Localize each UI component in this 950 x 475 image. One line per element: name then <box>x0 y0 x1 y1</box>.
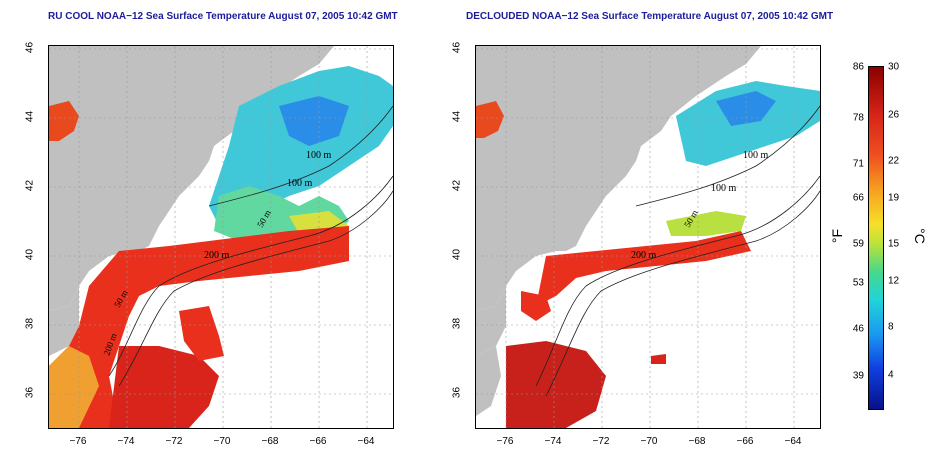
right-x-tick: −68 <box>688 436 706 447</box>
right-y-tick: 46 <box>451 41 463 54</box>
left-y-tick: 40 <box>24 248 36 261</box>
left-land <box>49 46 334 311</box>
right-y-tick: 40 <box>451 248 463 261</box>
left-y-tick: 46 <box>24 41 36 54</box>
right-map-canvas: 100 m 100 m 200 m 50 m <box>476 46 820 428</box>
colorbar-f-tick: 39 <box>852 370 864 382</box>
left-y-tick: 42 <box>24 179 36 192</box>
colorbar-f-tick: 59 <box>852 238 864 250</box>
colorbar-c-tick: 19 <box>888 192 900 204</box>
colorbar-c-tick: 26 <box>888 109 900 121</box>
left-land-south <box>49 286 79 356</box>
left-map-title: RU COOL NOAA−12 Sea Surface Temperature … <box>48 11 398 22</box>
colorbar-c-tick: 12 <box>888 275 900 287</box>
right-contour-label-100b: 100 m <box>711 183 737 194</box>
left-contour-label-100: 100 m <box>306 150 332 161</box>
colorbar-f-tick: 53 <box>852 277 864 289</box>
right-map-title: DECLOUDED NOAA−12 Sea Surface Temperatur… <box>466 11 834 22</box>
left-y-tick: 38 <box>24 317 36 330</box>
left-sst-map: 100 m 100 m 200 m 50 m 50 m 200 m <box>48 45 394 429</box>
right-contour-label-200: 200 m <box>631 250 657 261</box>
colorbar-f-tick: 66 <box>852 192 864 204</box>
left-y-tick: 36 <box>24 386 36 399</box>
right-contour-label-100: 100 m <box>743 150 769 161</box>
right-sst-map: 100 m 100 m 200 m 50 m <box>475 45 821 429</box>
colorbar-f-tick: 46 <box>852 323 864 335</box>
right-cool-water <box>676 81 820 166</box>
colorbar-c-tick: 8 <box>888 321 894 333</box>
left-map-canvas: 100 m 100 m 200 m 50 m 50 m 200 m <box>49 46 393 428</box>
colorbar-c-tick: 4 <box>888 369 894 381</box>
temperature-colorbar <box>868 66 884 410</box>
left-warm-water <box>49 226 349 428</box>
right-x-tick: −66 <box>736 436 754 447</box>
colorbar-c-tick: 22 <box>888 155 900 167</box>
right-y-tick: 36 <box>451 386 463 399</box>
left-contour-label-200: 200 m <box>204 250 230 261</box>
left-y-tick: 44 <box>24 110 36 123</box>
celsius-unit-label: °C <box>911 228 928 244</box>
fahrenheit-unit-label: °F <box>829 228 846 244</box>
right-y-tick: 42 <box>451 179 463 192</box>
right-x-tick: −72 <box>592 436 610 447</box>
left-contour-label-100b: 100 m <box>287 178 313 189</box>
right-y-tick: 38 <box>451 317 463 330</box>
left-x-tick: −68 <box>261 436 279 447</box>
right-y-tick: 44 <box>451 110 463 123</box>
colorbar-f-tick: 86 <box>852 61 864 73</box>
colorbar-c-tick: 15 <box>888 238 900 250</box>
left-x-tick: −74 <box>117 436 135 447</box>
colorbar-c-tick: 30 <box>888 61 900 73</box>
right-x-tick: −76 <box>496 436 514 447</box>
colorbar-f-tick: 78 <box>852 112 864 124</box>
left-x-tick: −72 <box>165 436 183 447</box>
left-x-tick: −66 <box>309 436 327 447</box>
right-x-tick: −74 <box>544 436 562 447</box>
right-x-tick: −70 <box>640 436 658 447</box>
right-warm-water <box>536 231 751 306</box>
right-x-tick: −64 <box>784 436 802 447</box>
left-x-tick: −64 <box>357 436 375 447</box>
right-land <box>476 46 761 311</box>
left-x-tick: −76 <box>69 436 87 447</box>
left-x-tick: −70 <box>213 436 231 447</box>
colorbar-f-tick: 71 <box>852 158 864 170</box>
